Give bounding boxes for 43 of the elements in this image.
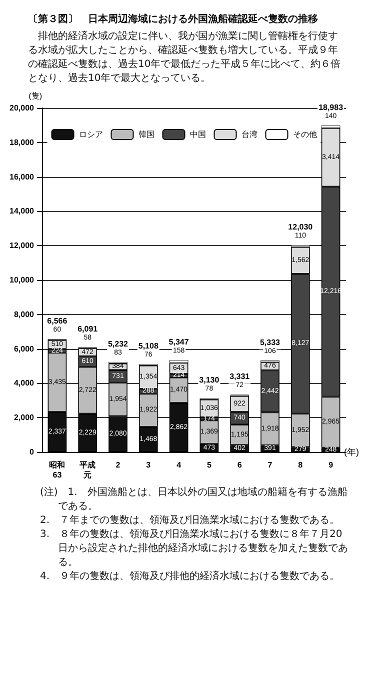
text: (注) 1. 外国漁船とは、日本以外の国又は地域の船籍を有する漁船である。 bbox=[39, 486, 348, 514]
y-tick-label: 2,000 bbox=[14, 413, 35, 422]
total-label: 3,130 bbox=[199, 376, 220, 385]
y-tick-label: 18,000 bbox=[10, 138, 35, 147]
y-tick-label: 14,000 bbox=[10, 206, 35, 216]
legend-label: 中国 bbox=[190, 130, 206, 139]
total-label: 12,030 bbox=[288, 222, 314, 232]
y-tick-label: 6,000 bbox=[14, 344, 35, 354]
chart-title: 〔第３図〕 日本周辺海域における外国漁船確認延べ隻数の推移 bbox=[28, 12, 319, 26]
legend-label: 台湾 bbox=[241, 130, 258, 139]
legend-label: その他 bbox=[292, 130, 317, 139]
text: 4. ９年の隻数は、領海及び排他的経済水域における隻数である。 bbox=[40, 570, 341, 584]
y-axis-title: (隻) bbox=[28, 92, 42, 100]
x-tick-label: 2 bbox=[116, 460, 121, 470]
total-label: 3,331 bbox=[230, 372, 250, 382]
x-tick-label: 9 bbox=[328, 460, 334, 470]
y-tick-label: 16,000 bbox=[10, 172, 35, 182]
legend-label: 韓国 bbox=[138, 130, 154, 139]
x-tick-label: 8 bbox=[298, 460, 304, 470]
text: 3. ８年の隻数は、領海及び旧漁業水域における隻数に８年７月20日から設定された排他的経済水域における隻数を加えた隻数である。 bbox=[40, 528, 349, 570]
y-tick-label: 4,000 bbox=[14, 378, 35, 388]
total-label: 5,232 bbox=[108, 340, 129, 349]
x-tick-label: 5 bbox=[206, 460, 212, 470]
total-label: 5,333 bbox=[260, 338, 281, 347]
total-label: 6,091 bbox=[78, 324, 98, 334]
total-label: 18,983 bbox=[318, 102, 344, 112]
legend-label: ロシア bbox=[78, 130, 103, 139]
x-tick-label: 6 bbox=[237, 460, 242, 470]
x-tick-label: 7 bbox=[268, 460, 273, 470]
y-tick-label: 10,000 bbox=[10, 276, 35, 284]
x-tick-label: 平成元 bbox=[78, 460, 96, 480]
text: 2. ７年までの隻数は、領海及び旧漁業水域における隻数である。 bbox=[40, 514, 341, 528]
y-tick-label: 8,000 bbox=[14, 310, 35, 319]
y-tick-label: 12,000 bbox=[10, 241, 35, 250]
chart-subtitle: 排他的経済水域の設定に伴い、我が国が漁業に関し管轄権を行使する水域が拡大したことから、確認延べ隻数も増大している。平成９年の確認延べ隻数は、過去10年で最低だった平成５年に比べて、約６倍となり、過去10年で最大となっている。 bbox=[28, 30, 342, 86]
total-label: 5,108 bbox=[138, 342, 159, 351]
y-tick-label: 20,000 bbox=[10, 104, 35, 112]
y-tick-label: 0 bbox=[30, 448, 35, 456]
x-tick-label: 4 bbox=[176, 460, 182, 470]
x-tick-label: 昭和63 bbox=[49, 460, 66, 480]
total-label: 6,566 bbox=[47, 316, 68, 326]
x-tick-label: 3 bbox=[146, 460, 152, 470]
total-label: 5,347 bbox=[168, 338, 190, 347]
